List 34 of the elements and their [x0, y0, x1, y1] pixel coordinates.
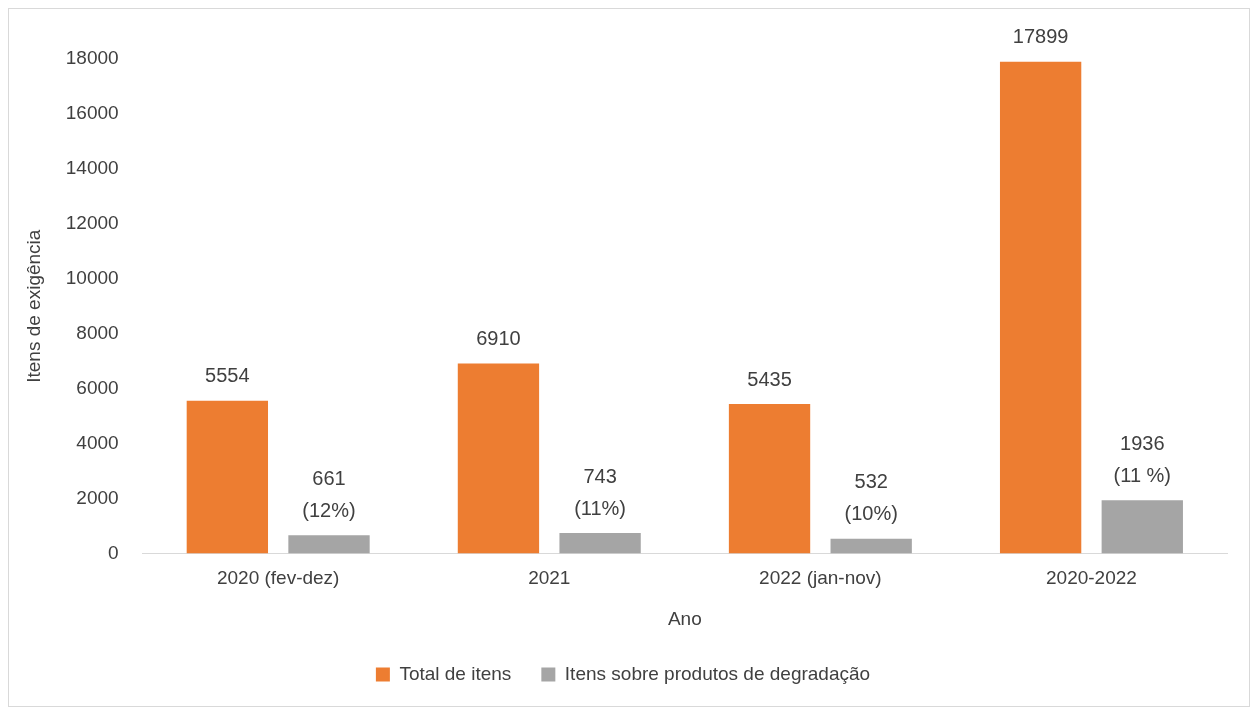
- x-tick-label: 2022 (jan-nov): [759, 567, 882, 589]
- x-tick-label: 2020 (fev-dez): [216, 567, 340, 589]
- bar: [830, 538, 912, 554]
- bar: [457, 363, 540, 554]
- y-tick-label: 4000: [76, 431, 119, 453]
- data-label: 661 (12%): [302, 466, 356, 521]
- bar: [728, 404, 811, 554]
- data-label: 6910: [476, 327, 521, 350]
- data-label: 1936 (11 %): [1113, 431, 1171, 486]
- data-label: 17899: [1012, 25, 1069, 48]
- bar: [559, 532, 641, 554]
- y-tick-label: 10000: [65, 266, 119, 288]
- x-axis-title: Ano: [667, 607, 702, 629]
- legend-label: Total de itens: [399, 662, 512, 684]
- legend-label: Itens sobre produtos de degradação: [564, 662, 871, 684]
- y-tick-label: 16000: [65, 102, 119, 124]
- bar: [1101, 500, 1183, 554]
- y-tick-label: 18000: [65, 47, 119, 69]
- data-label: 5554: [205, 364, 250, 387]
- y-tick-label: 6000: [76, 376, 119, 398]
- x-tick-label: 2021: [528, 567, 571, 589]
- y-axis-title: Itens de exigência: [22, 229, 44, 383]
- y-tick-label: 14000: [65, 157, 119, 179]
- y-tick-label: 12000: [65, 212, 119, 234]
- bar: [186, 400, 269, 554]
- x-tick-label: 2020-2022: [1046, 567, 1137, 589]
- bar: [288, 535, 370, 554]
- data-label: 5435: [747, 367, 792, 390]
- y-tick-label: 8000: [76, 321, 119, 343]
- data-label: 532 (10%): [844, 470, 898, 525]
- data-label: 743 (11%): [574, 464, 627, 519]
- y-tick-label: 0: [108, 541, 119, 563]
- bar: [999, 61, 1082, 554]
- y-tick-label: 2000: [76, 486, 119, 508]
